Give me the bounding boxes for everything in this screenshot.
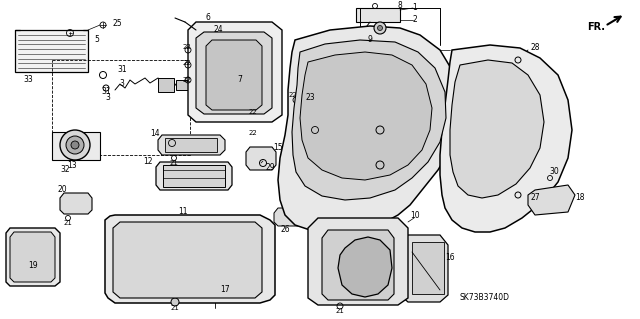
Text: 11: 11 [179,207,188,217]
Text: 22: 22 [182,77,191,83]
Text: 9: 9 [367,35,372,44]
Polygon shape [308,218,408,305]
Circle shape [71,141,79,149]
Bar [52,132,100,160]
Text: 5: 5 [95,35,99,44]
Text: SK73B3740D: SK73B3740D [460,293,510,302]
Text: 25: 25 [112,19,122,27]
Text: 26: 26 [280,226,290,234]
Circle shape [66,136,84,154]
Text: 10: 10 [410,211,420,219]
Polygon shape [278,26,460,233]
Text: 6: 6 [205,13,211,23]
Polygon shape [528,185,575,215]
Polygon shape [158,135,225,155]
Text: 18: 18 [575,194,585,203]
Bar [176,80,188,90]
Bar [165,138,217,152]
Polygon shape [10,232,55,282]
Text: 17: 17 [220,286,230,294]
Polygon shape [156,162,232,190]
Text: 16: 16 [445,254,455,263]
Bar [158,78,174,92]
Polygon shape [113,222,262,298]
Text: 21: 21 [63,220,72,226]
Text: 22: 22 [182,60,191,66]
Text: 15: 15 [273,144,283,152]
Polygon shape [356,8,400,22]
Text: 14: 14 [150,129,160,137]
Polygon shape [300,52,432,180]
Polygon shape [105,215,275,303]
Text: 27: 27 [530,194,540,203]
Polygon shape [6,228,60,286]
Text: 22: 22 [182,44,191,50]
Bar [163,165,225,187]
Polygon shape [274,208,302,226]
Polygon shape [60,193,92,214]
Polygon shape [338,237,392,297]
Text: 32: 32 [60,166,70,174]
Polygon shape [400,235,448,302]
Bar [412,242,444,294]
Text: 22: 22 [248,109,257,115]
Polygon shape [15,30,88,72]
Text: 29: 29 [265,164,275,173]
Text: 12: 12 [143,158,153,167]
Polygon shape [188,22,282,122]
Text: 24: 24 [213,26,223,34]
Circle shape [378,26,383,31]
Text: 21: 21 [170,160,179,166]
Text: 2: 2 [413,16,417,25]
Text: 23: 23 [305,93,315,102]
Text: 8: 8 [397,2,403,11]
Text: 28: 28 [531,42,540,51]
Text: FR.: FR. [587,22,605,32]
Text: 22: 22 [289,92,298,98]
Polygon shape [322,230,394,300]
Polygon shape [440,45,572,232]
Circle shape [374,22,386,34]
Text: 13: 13 [67,160,77,169]
Text: 31: 31 [101,86,111,95]
Text: 22: 22 [248,130,257,136]
Polygon shape [206,40,262,110]
Text: 21: 21 [171,305,179,311]
Circle shape [60,130,90,160]
Text: 21: 21 [335,308,344,314]
Text: 3: 3 [106,93,111,101]
Text: 31: 31 [117,65,127,75]
Text: 3: 3 [120,79,124,88]
Text: 7: 7 [237,76,243,85]
Polygon shape [450,60,544,198]
Text: 19: 19 [28,261,38,270]
Circle shape [211,289,219,297]
Text: 30: 30 [549,167,559,176]
Text: 1: 1 [413,4,417,12]
Polygon shape [292,40,446,200]
Text: 20: 20 [57,186,67,195]
Polygon shape [246,147,276,170]
Text: 33: 33 [23,75,33,84]
Circle shape [171,298,179,306]
Polygon shape [196,32,272,114]
